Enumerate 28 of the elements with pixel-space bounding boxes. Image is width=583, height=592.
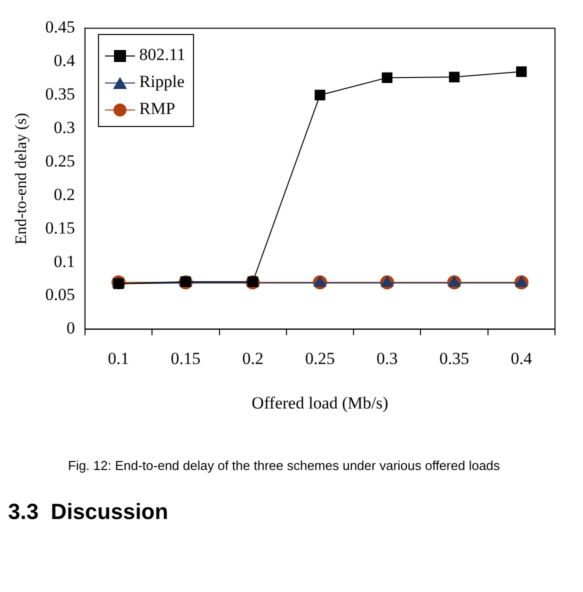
- x-tick-label: 0.2: [242, 348, 264, 368]
- legend-label: RMP: [139, 99, 176, 118]
- point: [382, 72, 392, 83]
- point: [314, 90, 326, 100]
- y-axis-title: End-to-end delay (s): [12, 112, 30, 244]
- x-tick-label: 0.15: [170, 348, 201, 368]
- y-tick-label: 0.2: [54, 184, 75, 204]
- x-tick-label: 0.35: [439, 348, 470, 368]
- y-tick-label: 0.3: [54, 118, 75, 137]
- y-tick-label: 0.1: [54, 252, 75, 271]
- y-tick-label: 0.4: [54, 51, 76, 70]
- point: [516, 66, 527, 77]
- x-axis-title: Offered load (Mb/s): [252, 393, 388, 412]
- y-tick-label: 0.45: [45, 18, 75, 37]
- y-tick-label: 0.05: [45, 285, 75, 304]
- legend-label: Ripple: [139, 72, 185, 91]
- legend-label: 802.11: [139, 45, 186, 64]
- x-tick-label: 0.3: [376, 348, 398, 368]
- text: 3.3 Discussion: [8, 499, 170, 525]
- x-tick-label: 0.1: [108, 348, 130, 368]
- y-tick-label: 0.35: [45, 84, 75, 104]
- x-tick-label: 0.4: [510, 348, 533, 368]
- caption: Fig. 12: End-to-end delay of the three schemes under various offered loads: [68, 458, 501, 473]
- y-tick-label: 0.25: [45, 151, 75, 170]
- y-tick-label: 0.15: [45, 218, 75, 238]
- y-tick-label: 0: [66, 318, 75, 338]
- point: [448, 72, 460, 82]
- x-tick-label: 0.25: [305, 348, 335, 368]
